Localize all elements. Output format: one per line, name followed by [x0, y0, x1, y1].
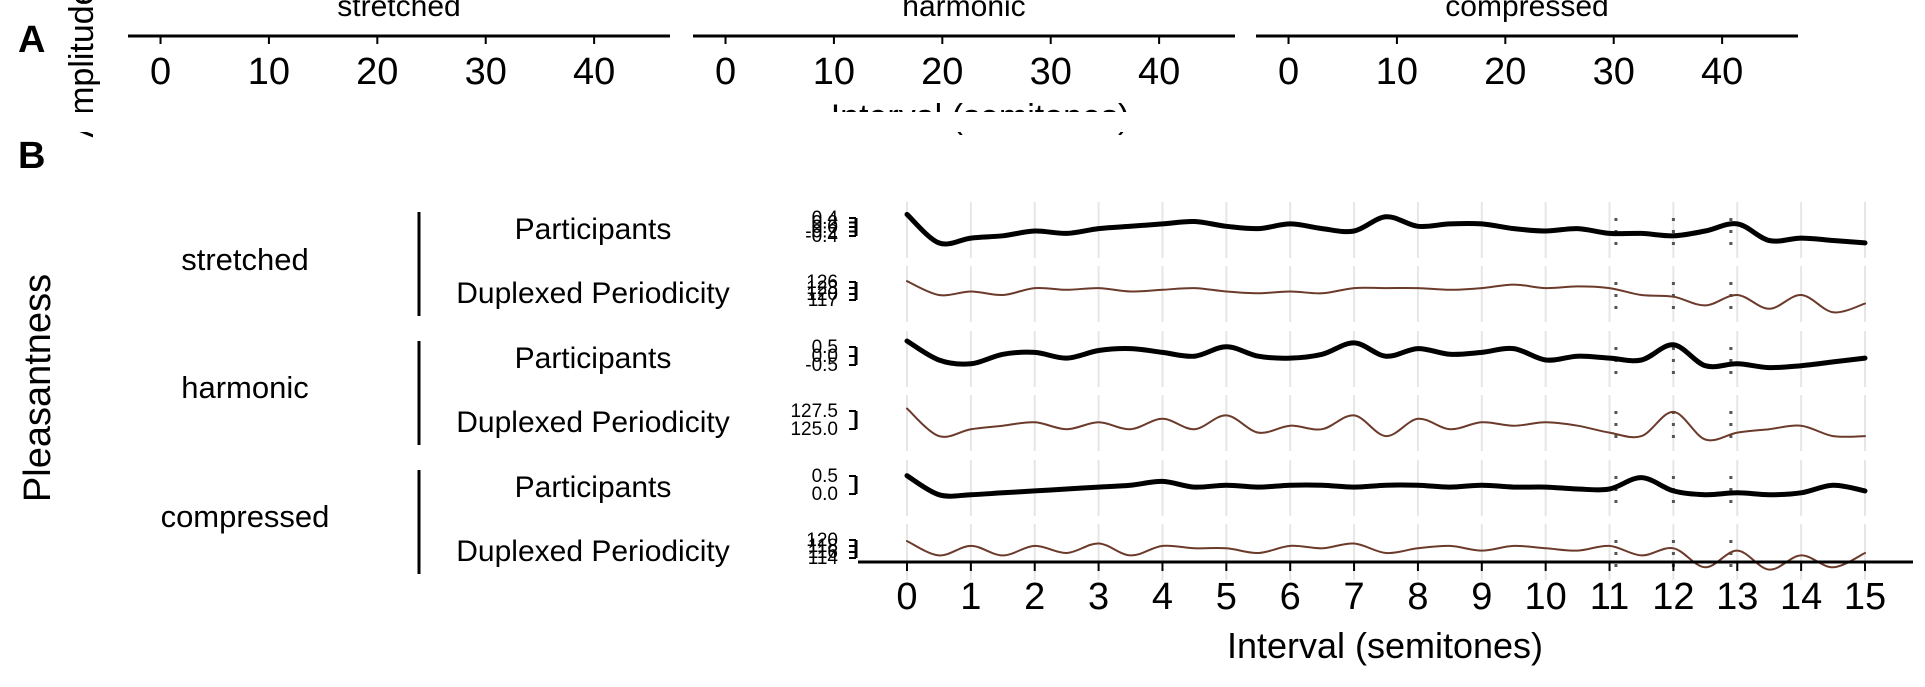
y-tick-label: 0.4	[812, 208, 839, 229]
row-label: Participants	[515, 471, 672, 504]
group-label-compressed: compressed	[161, 499, 330, 534]
x-tick-label: 10	[1525, 576, 1567, 618]
panel-b-row-labels: Participants Duplexed Periodicity Particip…	[456, 213, 729, 568]
facet-x-tick-label: 0	[1278, 51, 1299, 93]
y-tick-label: -0.2	[805, 222, 838, 243]
facet-x-tick-label: 40	[573, 51, 615, 93]
series-line-compressed-duplexed-periodicity	[906, 540, 1866, 571]
facet-x-tick-label: 30	[1030, 51, 1072, 93]
facet-x-tick-label: 40	[1701, 51, 1743, 93]
facet-strip-label-compressed: compressed	[1445, 0, 1608, 23]
y-tick-label: 117	[808, 290, 838, 311]
x-tick-label: 8	[1407, 576, 1428, 618]
row-label: Participants	[515, 213, 672, 246]
row-label: Duplexed Periodicity	[456, 535, 729, 568]
facet-x-tick-label: 30	[465, 51, 507, 93]
group-label-stretched: stretched	[181, 242, 309, 277]
panel-b-group-labels: stretched harmonic compressed	[161, 212, 421, 574]
facet-x-tick-label: 10	[248, 51, 290, 93]
x-tick-label: 7	[1343, 576, 1364, 618]
y-tick-label: 118	[808, 536, 838, 557]
x-tick-label: 12	[1652, 576, 1694, 618]
facet-x-tick-label: 0	[150, 51, 171, 93]
y-tick-label: 127.5	[790, 401, 838, 422]
x-tick-label: 9	[1471, 576, 1492, 618]
y-tick-label: 0.0	[812, 484, 838, 505]
y-tick-label: 120	[806, 530, 838, 551]
y-tick-label: 120	[806, 284, 838, 305]
group-label-harmonic: harmonic	[181, 370, 309, 405]
facet-x-tick-label: 30	[1593, 51, 1635, 93]
panel-a-facets: stretched 0 10 20 30 40 harmonic 0 10 20 30 40 compr…	[128, 0, 1798, 93]
panel-b-series	[904, 211, 1868, 571]
y-tick-label: -0.5	[805, 355, 838, 376]
series-line-harmonic-participants	[904, 338, 1868, 371]
facet-x-tick-label: 10	[813, 51, 855, 93]
y-tick-label: 0.0	[812, 217, 838, 238]
facet-x-tick-label: 0	[715, 51, 736, 93]
panel-a-clip-mask	[0, 112, 1925, 132]
y-tick-label: 0.0	[812, 346, 838, 367]
y-tick-label: -0.4	[805, 226, 838, 247]
facet-strip-label-stretched: stretched	[337, 0, 460, 23]
x-tick-label: 3	[1088, 576, 1109, 618]
x-tick-label: 2	[1024, 576, 1045, 618]
panel-b-gridlines	[906, 202, 1866, 580]
facet-x-tick-label: 40	[1138, 51, 1180, 93]
facet-x-tick-label: 20	[1484, 51, 1526, 93]
x-tick-label: 6	[1280, 576, 1301, 618]
x-tick-label: 0	[896, 576, 917, 618]
y-tick-label: 125.0	[790, 419, 838, 440]
row-label: Duplexed Periodicity	[456, 406, 729, 439]
facet-x-tick-label: 20	[921, 51, 963, 93]
x-tick-label: 13	[1716, 576, 1758, 618]
panel-b-y-axes: 0.40.20.0-0.2-0.41261231201170.50.0-0.51…	[790, 208, 858, 569]
y-tick-label: 0.2	[812, 213, 838, 234]
y-tick-label: 0.5	[812, 466, 838, 487]
y-tick-label: 123	[806, 278, 838, 299]
panel-b-ylabel: Pleasantness	[17, 274, 59, 502]
facet-x-tick-label: 20	[356, 51, 398, 93]
y-tick-label: 114	[808, 548, 839, 569]
y-tick-label: 0.5	[812, 337, 838, 358]
series-line-stretched-participants	[904, 211, 1868, 247]
x-tick-label: 15	[1844, 576, 1886, 618]
y-tick-label: 116	[808, 542, 838, 563]
panel-b-letter: B	[18, 135, 45, 177]
x-tick-label: 5	[1216, 576, 1237, 618]
series-line-harmonic-duplexed-periodicity	[906, 407, 1866, 442]
x-tick-label: 1	[960, 576, 981, 618]
facet-x-tick-label: 10	[1376, 51, 1418, 93]
series-line-stretched-duplexed-periodicity	[906, 280, 1866, 314]
panel-a-letter: A	[18, 19, 45, 61]
x-tick-label: 4	[1152, 576, 1173, 618]
panel-b-xlabel: Interval (semitones)	[1227, 625, 1543, 666]
facet-strip-label-harmonic: harmonic	[902, 0, 1025, 23]
panel-b-x-ticks: 0 1 2 3 4 5 6 7 8 9 10 11 12 13 14 15	[896, 562, 1886, 618]
series-line-compressed-participants	[904, 473, 1868, 499]
row-label: Participants	[515, 342, 672, 375]
x-tick-label: 11	[1590, 576, 1629, 618]
row-label: Duplexed Periodicity	[456, 277, 729, 310]
y-tick-label: 126	[806, 272, 838, 293]
x-tick-label: 14	[1780, 576, 1822, 618]
